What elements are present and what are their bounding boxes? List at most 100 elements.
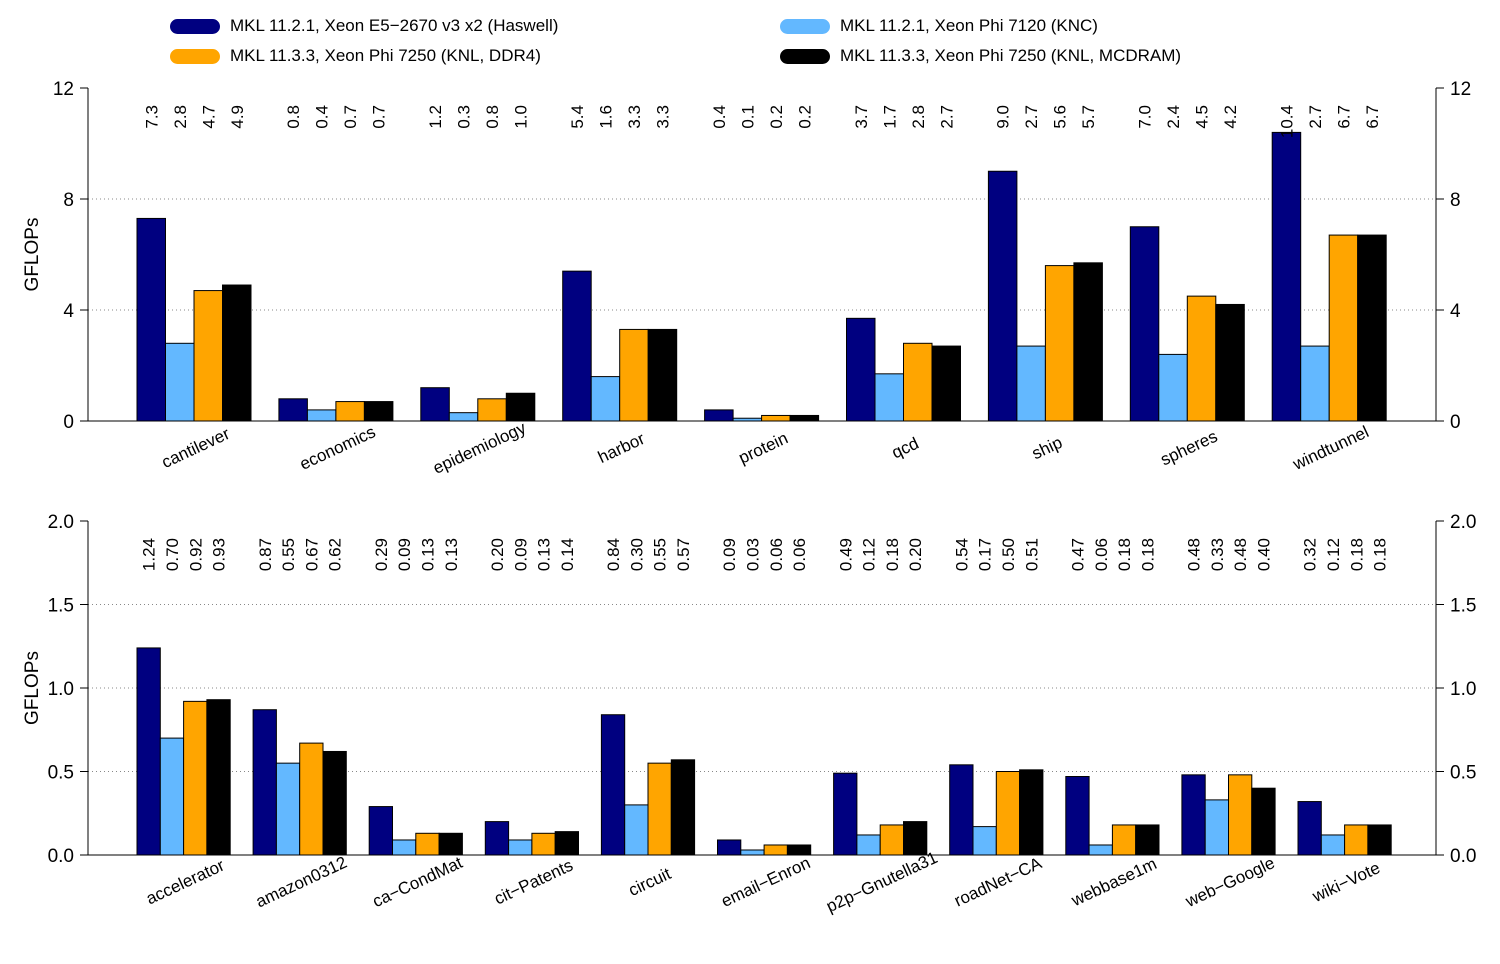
data-label: 10.4	[1277, 105, 1296, 138]
data-label: 5.4	[568, 105, 587, 129]
bar	[763, 844, 788, 856]
bar	[647, 762, 672, 856]
x-tick-label: ca−CondMat	[370, 853, 466, 911]
bar	[368, 806, 394, 856]
data-label: 0.8	[483, 105, 502, 129]
y-tick-label-left: 0	[63, 412, 74, 433]
data-label: 0.2	[767, 105, 786, 129]
data-label: 9.0	[994, 105, 1013, 129]
bar	[1044, 265, 1075, 422]
data-label: 0.3	[455, 105, 474, 129]
x-tick-label: qcd	[889, 434, 922, 463]
data-label: 6.7	[1363, 105, 1382, 129]
bar	[1088, 844, 1113, 856]
x-tick-label: p2p−Gnutella31	[823, 848, 940, 916]
bar	[392, 839, 417, 856]
bar	[1065, 776, 1090, 856]
data-label: 1.7	[880, 105, 899, 129]
data-label: 0.55	[279, 538, 298, 571]
bar	[949, 764, 974, 856]
data-label: 2.7	[1022, 105, 1041, 129]
y-tick-label-right: 4	[1450, 301, 1461, 322]
data-label: 1.2	[426, 105, 445, 129]
data-label: 0.14	[558, 538, 577, 571]
y-tick-label-right: 1.5	[1450, 596, 1476, 617]
y-tick-label-left: 2.0	[48, 512, 74, 533]
data-label: 0.7	[341, 105, 360, 129]
data-label: 0.70	[163, 538, 182, 571]
bar	[165, 342, 195, 422]
y-tick-label-left: 0.5	[48, 763, 74, 784]
bar	[1215, 303, 1245, 422]
bar	[562, 270, 592, 422]
bar	[1228, 774, 1253, 856]
data-label: 0.17	[976, 538, 995, 571]
bar	[505, 392, 536, 422]
y-tick-label-left: 8	[63, 190, 74, 211]
y-tick-label-right: 1.0	[1450, 679, 1476, 700]
data-label: 3.3	[653, 105, 672, 129]
legend-swatch-knl-mcdram	[780, 48, 830, 64]
legend-entry-knl-mcdram: MKL 11.3.3, Xeon Phi 7250 (KNL, MCDRAM)	[780, 46, 1181, 66]
x-tick-label: economics	[297, 422, 379, 474]
data-label: 0.57	[674, 538, 693, 571]
bar	[275, 762, 301, 856]
data-label: 2.7	[1306, 105, 1325, 129]
data-label: 0.18	[1371, 538, 1390, 571]
data-label: 0.09	[720, 538, 739, 571]
x-tick-label: cit−Patents	[491, 856, 576, 909]
bar	[531, 832, 556, 856]
bar	[1181, 774, 1206, 856]
data-label: 0.13	[535, 538, 554, 571]
bar	[1320, 834, 1346, 856]
x-tick-label: harbor	[595, 429, 648, 467]
bar	[856, 834, 881, 856]
bar	[670, 759, 696, 856]
data-label: 7.0	[1136, 105, 1155, 129]
data-label: 0.33	[1208, 538, 1227, 571]
bar	[484, 821, 510, 856]
data-label: 0.18	[1115, 538, 1134, 571]
data-label: 0.06	[767, 538, 786, 571]
bar	[1073, 262, 1103, 422]
bar	[1300, 345, 1330, 422]
data-label: 2.4	[1164, 105, 1183, 129]
data-label: 0.50	[999, 538, 1018, 571]
data-label: 0.18	[1347, 538, 1366, 571]
data-label: 4.5	[1193, 105, 1212, 129]
bar	[322, 750, 347, 856]
data-label: 0.06	[790, 538, 809, 571]
data-label: 0.20	[488, 538, 507, 571]
data-label: 0.2	[795, 105, 814, 129]
bar	[193, 290, 223, 422]
y-tick-label-right: 2.0	[1450, 512, 1476, 533]
bar	[647, 328, 678, 422]
data-label: 0.93	[210, 538, 229, 571]
data-label: 0.48	[1231, 538, 1250, 571]
y-tick-label-left: 4	[63, 301, 74, 322]
y-tick-label-left: 1.0	[48, 679, 74, 700]
data-label: 0.20	[906, 538, 925, 571]
legend: MKL 11.2.1, Xeon E5−2670 v3 x2 (Haswell)…	[170, 12, 1270, 74]
data-label: 0.7	[370, 105, 389, 129]
legend-swatch-knl-ddr4	[170, 48, 220, 64]
bar	[136, 647, 161, 856]
legend-label-knc: MKL 11.2.1, Xeon Phi 7120 (KNC)	[840, 16, 1098, 35]
x-tick-label: accelerator	[143, 855, 228, 908]
y-axis-title: GFLOPs	[22, 651, 43, 725]
bar	[438, 832, 463, 856]
data-label: 0.29	[372, 538, 391, 571]
data-label: 0.51	[1022, 538, 1041, 571]
data-label: 0.55	[651, 538, 670, 571]
data-label: 4.9	[228, 105, 247, 129]
x-tick-label: protein	[736, 428, 791, 467]
bar	[1016, 345, 1046, 422]
bar	[1019, 769, 1044, 856]
data-label: 5.6	[1051, 105, 1070, 129]
bar	[415, 832, 440, 856]
y-tick-label-left: 12	[53, 79, 74, 100]
bar	[335, 401, 365, 422]
x-tick-label: epidemiology	[430, 418, 529, 478]
data-label: 0.18	[883, 538, 902, 571]
data-label: 0.48	[1185, 538, 1204, 571]
